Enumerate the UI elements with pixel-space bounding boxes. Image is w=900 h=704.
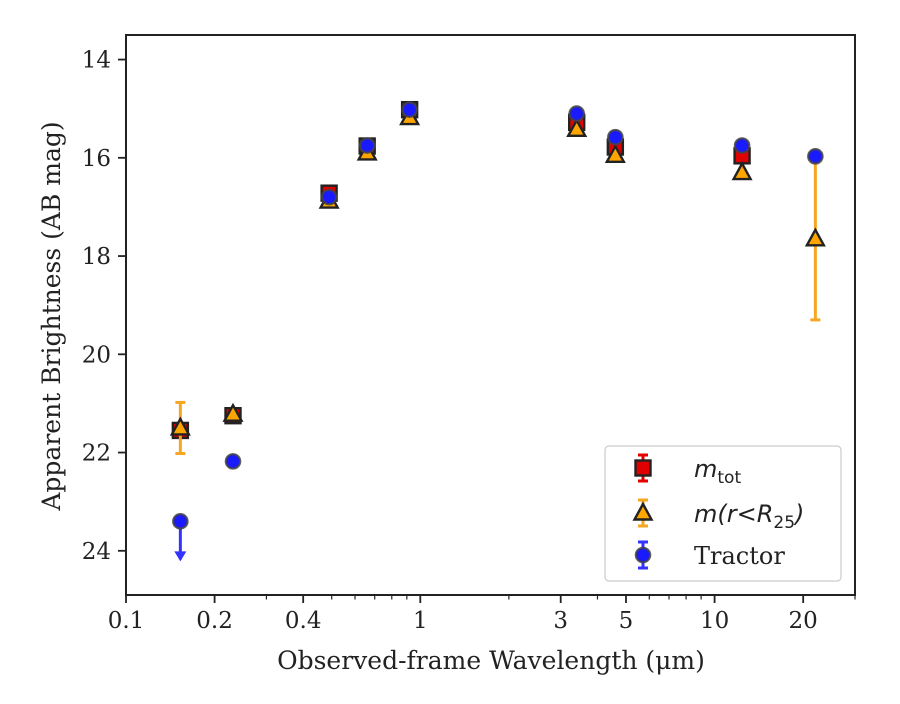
legend-entry: mtot: [634, 453, 741, 488]
data-point-circle: [224, 453, 242, 470]
data-point-triangle: [169, 416, 191, 436]
y-tick-label: 18: [82, 244, 111, 270]
data-point-circle: [358, 137, 376, 154]
data-point-triangle: [731, 161, 753, 181]
data-point-circle: [807, 148, 824, 165]
upper-limit-arrowhead: [174, 551, 187, 562]
legend-box: [604, 445, 842, 582]
x-tick-label: 0.2: [196, 608, 233, 634]
y-tick-label: 24: [82, 539, 111, 565]
x-tick-label: 10: [700, 608, 729, 634]
data-point-triangle: [604, 143, 626, 164]
y-tick-label: 20: [82, 342, 111, 368]
series-circle: [172, 101, 824, 562]
y-tick-label: 22: [82, 441, 111, 467]
y-axis-title: Apparent Brightness (AB mag): [37, 121, 66, 511]
y-axis: 14 16 18 20 22 24: [82, 48, 126, 565]
data-point-circle: [607, 128, 624, 146]
legend-marker-circle: [634, 546, 652, 564]
y-tick-label: 14: [82, 48, 111, 74]
plot-frame: [125, 34, 856, 596]
x-tick-label: 0.1: [108, 608, 145, 634]
legend-label: mtot: [694, 455, 741, 488]
legend-entry: m(r<R25): [632, 498, 804, 533]
data-point-triangle: [804, 227, 826, 247]
plot-marks: [169, 100, 826, 562]
data-point-triangle: [222, 402, 244, 422]
data-point-circle: [733, 137, 751, 154]
data-point-circle: [320, 188, 338, 206]
y-tick-label: 16: [82, 146, 111, 172]
legend-marker-square: [634, 459, 652, 477]
series-triangle: [169, 106, 826, 456]
x-axis: 0.1 0.2 0.4 1 3 5 10 20: [108, 595, 856, 634]
x-tick-label: 5: [619, 608, 634, 634]
legend-marker-triangle: [632, 501, 654, 521]
x-tick-label: 1: [413, 608, 428, 634]
data-point-circle: [568, 105, 586, 122]
x-axis-title: Observed-frame Wavelength (μm): [277, 646, 705, 675]
x-tick-label: 20: [789, 608, 818, 634]
data-point-triangle: [566, 117, 588, 138]
data-point-circle: [172, 513, 189, 530]
legend: mtot m(r<R25) Tractor: [604, 445, 842, 582]
legend-entry: Tractor: [634, 540, 785, 570]
x-tick-label: 0.4: [285, 608, 322, 634]
legend-label: Tractor: [694, 542, 785, 570]
x-tick-label: 3: [553, 608, 568, 634]
data-point-circle: [401, 101, 418, 118]
series-square: [171, 100, 751, 440]
legend-label: m(r<R25): [694, 500, 804, 533]
